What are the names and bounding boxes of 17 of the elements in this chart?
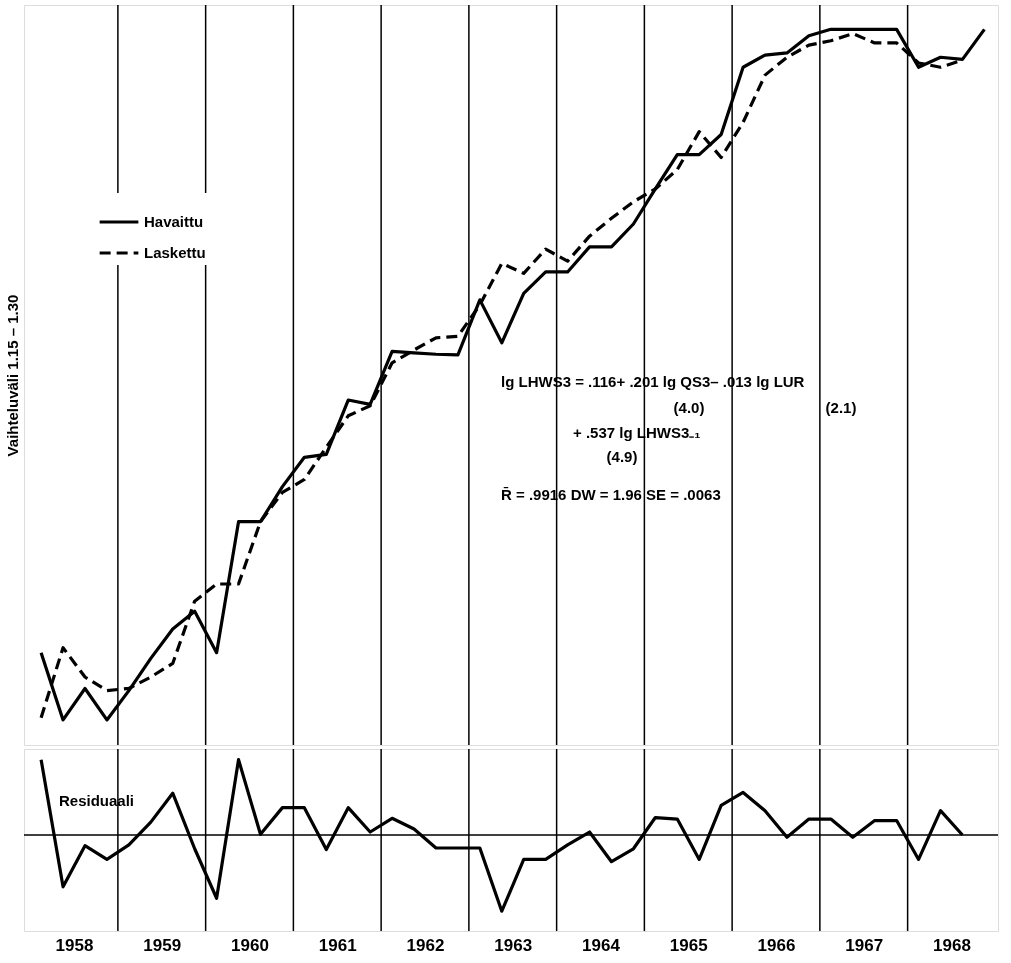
- x-tick-label: 1964: [582, 935, 621, 955]
- annotation: (2.1): [825, 399, 857, 416]
- x-tick-label: 1966: [757, 935, 796, 955]
- x-tick-label: 1961: [318, 935, 357, 955]
- x-tick-label: 1960: [231, 935, 269, 955]
- x-tick-label: 1965: [669, 935, 708, 955]
- x-tick-label: 1963: [494, 935, 533, 955]
- x-tick-label: 1968: [933, 935, 971, 955]
- x-tick-label: 1958: [55, 935, 94, 955]
- annotation: (4.9): [606, 448, 638, 465]
- y-axis-title: Vaihteluväli 1.15 – 1.30: [3, 294, 21, 457]
- x-tick-label: 1962: [406, 935, 445, 955]
- annotation: (4.0): [673, 399, 705, 416]
- legend-label: Havaittu: [144, 213, 204, 230]
- x-tick-label: 1967: [845, 935, 884, 955]
- x-tick-label: 1959: [143, 935, 182, 955]
- legend-label: Laskettu: [144, 244, 206, 261]
